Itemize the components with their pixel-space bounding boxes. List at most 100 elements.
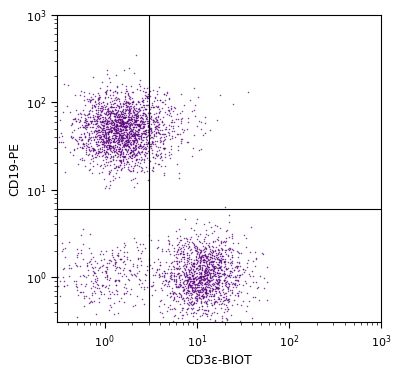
Point	[122, 142, 128, 148]
Point	[177, 272, 184, 278]
Point	[117, 150, 124, 156]
Point	[115, 139, 122, 145]
Point	[162, 277, 169, 283]
Point	[120, 259, 126, 265]
Point	[217, 290, 224, 296]
Point	[104, 294, 111, 300]
Point	[127, 125, 134, 131]
Point	[210, 258, 217, 264]
Point	[167, 306, 173, 312]
Point	[210, 261, 216, 267]
Point	[218, 296, 224, 302]
Point	[101, 133, 107, 139]
Point	[193, 253, 199, 259]
Point	[117, 101, 124, 107]
Point	[92, 134, 98, 140]
Point	[104, 138, 110, 144]
Point	[180, 280, 186, 286]
Point	[200, 256, 206, 262]
Point	[134, 129, 140, 135]
Point	[122, 114, 129, 120]
Point	[149, 264, 156, 270]
Point	[179, 279, 186, 285]
Point	[106, 99, 113, 105]
Point	[197, 274, 204, 280]
Point	[93, 141, 99, 147]
Point	[214, 282, 221, 288]
Point	[228, 259, 234, 265]
Point	[200, 273, 206, 279]
Point	[172, 278, 179, 284]
Point	[198, 281, 204, 287]
Point	[124, 131, 130, 137]
Point	[252, 255, 259, 261]
Point	[96, 92, 102, 98]
Point	[123, 133, 129, 139]
Point	[88, 93, 94, 99]
Point	[60, 265, 67, 271]
Point	[112, 165, 118, 171]
Point	[210, 248, 217, 254]
Point	[112, 278, 118, 284]
Point	[201, 271, 208, 277]
Point	[211, 291, 217, 297]
Point	[230, 267, 237, 273]
Point	[119, 119, 125, 125]
Point	[111, 111, 118, 117]
Point	[117, 116, 124, 122]
Point	[87, 128, 94, 134]
Point	[205, 256, 211, 262]
Point	[137, 122, 143, 128]
Point	[129, 148, 135, 154]
Point	[124, 139, 130, 145]
Point	[216, 270, 222, 276]
Point	[215, 270, 222, 276]
Point	[135, 131, 142, 137]
Point	[156, 162, 162, 168]
Point	[193, 297, 199, 303]
Point	[108, 104, 114, 110]
Point	[150, 104, 156, 110]
Point	[91, 116, 97, 122]
Point	[177, 251, 183, 257]
Point	[98, 129, 105, 135]
Point	[190, 273, 196, 279]
Point	[159, 278, 166, 284]
Point	[123, 138, 129, 144]
Point	[127, 114, 134, 120]
Point	[121, 114, 127, 120]
Point	[76, 118, 83, 124]
Point	[92, 100, 99, 106]
Point	[204, 281, 211, 287]
Point	[90, 147, 96, 153]
Point	[99, 263, 105, 269]
Point	[108, 121, 114, 127]
Point	[164, 246, 171, 252]
Point	[200, 284, 206, 290]
Point	[177, 233, 183, 239]
Point	[203, 245, 209, 251]
Point	[192, 288, 198, 294]
Point	[148, 134, 155, 140]
Point	[112, 132, 119, 138]
Point	[116, 134, 122, 140]
Point	[192, 248, 199, 254]
Point	[242, 267, 248, 273]
Point	[71, 116, 77, 122]
Point	[181, 286, 188, 292]
Point	[169, 290, 176, 296]
Point	[180, 269, 186, 275]
Point	[172, 273, 179, 279]
Point	[94, 148, 101, 154]
Point	[207, 290, 214, 296]
Point	[99, 148, 106, 154]
Point	[140, 110, 146, 116]
Point	[136, 143, 142, 149]
Point	[198, 248, 204, 254]
Point	[107, 127, 114, 133]
Point	[155, 160, 162, 166]
Point	[207, 251, 213, 257]
Point	[166, 303, 173, 309]
Point	[138, 158, 144, 164]
Point	[230, 273, 236, 279]
